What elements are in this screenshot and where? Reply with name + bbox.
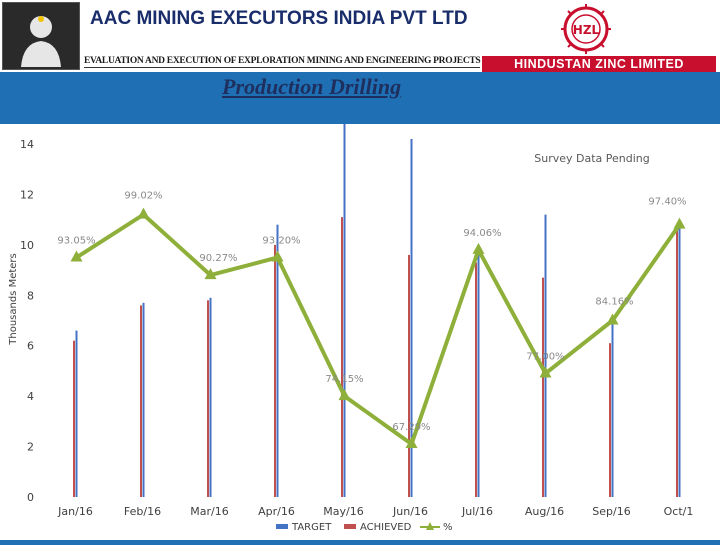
y-tick-label: 14 <box>20 138 34 151</box>
bar-achieved <box>207 300 209 497</box>
bar-target <box>410 138 413 497</box>
point-percent <box>405 437 418 449</box>
x-tick-label: Jan/16 <box>57 505 93 518</box>
slide-header: AAC MINING EXECUTORS INDIA PVT LTD EVALU… <box>0 0 720 72</box>
legend-swatch-achieved <box>344 524 356 529</box>
legend-marker-percent <box>426 522 434 530</box>
y-tick-label: 8 <box>27 289 34 302</box>
data-label-percent: 74.15% <box>325 374 363 385</box>
hzl-logo-icon: HZL <box>560 4 612 54</box>
y-tick-label: 10 <box>20 239 34 252</box>
production-chart: 0 2 4 6 8 10 12 14 Thousands Meters 93.05% 99.02… <box>0 118 720 540</box>
point-percent <box>70 250 83 262</box>
data-label-percent: 93.05% <box>57 235 95 246</box>
legend-label-achieved: ACHIEVED <box>360 522 412 533</box>
bar-achieved <box>274 244 276 497</box>
point-percent <box>539 366 552 378</box>
x-tick-label: Apr/16 <box>258 505 295 518</box>
bar-target <box>75 330 78 497</box>
bar-achieved <box>408 254 410 497</box>
company-subtitle: EVALUATION AND EXECUTION OF EXPLORATION … <box>84 56 481 68</box>
bar-target <box>142 302 145 497</box>
company-name: AAC MINING EXECUTORS INDIA PVT LTD <box>90 8 468 29</box>
bar-target <box>477 244 480 497</box>
bar-achieved <box>73 340 75 497</box>
x-tick-label: Oct/1 <box>664 505 694 518</box>
legend-label-target: TARGET <box>291 522 332 533</box>
x-tick-label: Jun/16 <box>392 505 428 518</box>
x-tick-label: May/16 <box>323 505 363 518</box>
bar-achieved <box>676 227 678 497</box>
point-percent <box>472 242 485 254</box>
annotation-survey-pending: Survey Data Pending <box>534 152 650 165</box>
y-axis-label: Thousands Meters <box>8 253 19 346</box>
point-percent <box>271 250 284 262</box>
x-tick-label: Aug/16 <box>525 505 564 518</box>
y-tick-label: 0 <box>27 491 34 504</box>
x-tick-label: Sep/16 <box>592 505 630 518</box>
client-name: HINDUSTAN ZINC LIMITED <box>482 56 716 72</box>
chart-area: 0 2 4 6 8 10 12 14 Thousands Meters 93.05% 99.02… <box>0 118 720 540</box>
bar-achieved <box>609 343 611 497</box>
hzl-logo-text: HZL <box>573 23 600 37</box>
y-tick-label: 2 <box>27 441 34 454</box>
page-title: Production Drilling <box>222 74 402 99</box>
data-label-percent: 77.00% <box>526 351 564 362</box>
bar-achieved <box>341 217 343 497</box>
point-percent <box>137 207 150 219</box>
data-label-percent: 99.02% <box>124 191 162 202</box>
point-percent <box>673 217 686 229</box>
bar-target <box>343 118 346 498</box>
data-label-percent: 67.29% <box>392 422 430 433</box>
legend-label-percent: % <box>443 522 453 533</box>
y-tick-label: 12 <box>20 188 34 201</box>
bar-target <box>678 219 681 497</box>
x-tick-label: Jul/16 <box>461 505 493 518</box>
bar-target <box>209 297 212 497</box>
point-percent <box>338 389 351 401</box>
bar-target <box>544 214 547 497</box>
bar-achieved <box>140 305 142 497</box>
data-label-percent: 93.20% <box>262 235 300 246</box>
legend-swatch-target <box>276 524 288 529</box>
bar-target <box>276 224 279 497</box>
series-line-percent <box>75 212 682 447</box>
point-percent <box>606 313 619 325</box>
bar-achieved <box>542 277 544 497</box>
point-percent <box>204 268 217 280</box>
user-avatar-icon <box>2 2 80 70</box>
bar-achieved <box>475 262 477 497</box>
data-label-percent: 97.40% <box>648 197 686 208</box>
y-tick-label: 4 <box>27 390 34 403</box>
data-label-percent: 94.06% <box>463 228 501 239</box>
data-label-percent: 84.16% <box>595 297 633 308</box>
data-label-percent: 90.27% <box>199 253 237 264</box>
y-tick-label: 6 <box>27 340 34 353</box>
bar-target <box>611 315 614 497</box>
x-tick-label: Mar/16 <box>190 505 228 518</box>
x-tick-label: Feb/16 <box>124 505 161 518</box>
